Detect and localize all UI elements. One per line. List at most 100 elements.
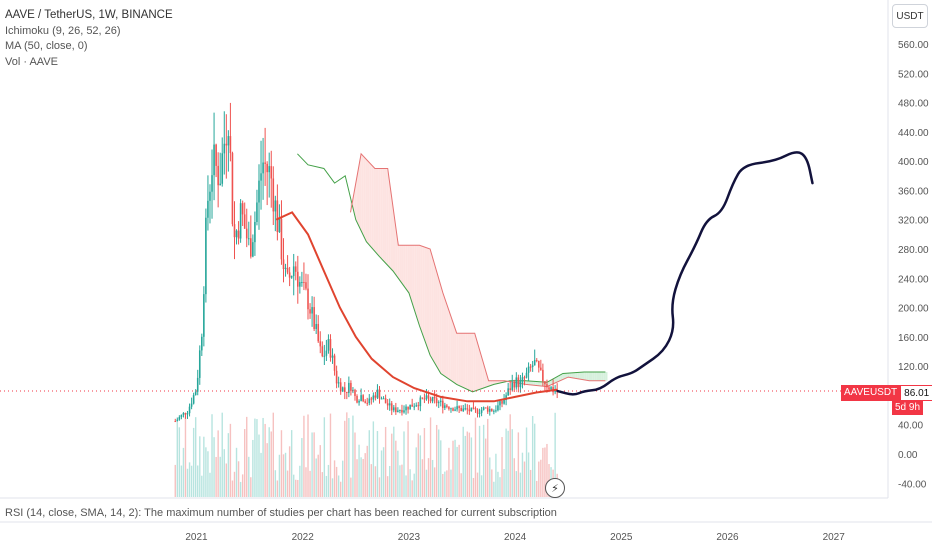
cloud-segment [603,372,606,381]
candle-body [231,153,234,225]
volume-bar [517,432,520,497]
volume-bar [427,458,430,497]
volume-bar [182,447,185,497]
volume-bar [356,459,358,497]
candle-body [327,339,330,351]
candle-body [478,412,481,414]
cloud-segment [375,168,379,256]
volume-bar [339,481,342,497]
x-tick-label: 2023 [398,532,421,543]
candle-body [358,400,360,403]
candle-body [213,144,215,176]
volume-bar [480,475,483,497]
volume-bar [419,435,422,497]
volume-bar [315,458,317,497]
volume-bar [237,461,240,497]
candle-body [403,410,405,413]
volume-bar [376,431,379,497]
volume-legend[interactable]: Vol · AAVE [5,55,58,68]
candle-body [399,409,401,411]
candle-body [472,407,475,409]
x-tick-label: 2026 [716,532,739,543]
candle-body [346,391,348,393]
chart-legend: AAVE / TetherUS, 1W, BINANCE Ichimoku (9… [5,8,173,70]
cloud-segment [558,374,561,382]
volume-bar [415,447,417,497]
candle-body [178,417,181,420]
symbol-title[interactable]: AAVE / TetherUS, 1W, BINANCE [5,9,173,21]
volume-bar [523,461,526,497]
cloud-segment [388,176,391,269]
volume-bar [515,471,518,497]
candle-body [335,370,338,384]
bar-countdown: 5d 9h [892,400,924,415]
cloud-segment [369,162,372,248]
volume-bar [264,423,266,497]
cloud-segment [439,281,442,375]
volume-bar [297,479,299,497]
cloud-segment [528,381,532,385]
last-price-tag: AAVEUSDT 86.01 [841,385,932,401]
candle-body [480,409,483,413]
candle-body [333,355,336,371]
forecast-drawing[interactable] [556,151,814,396]
candle-body [315,323,317,330]
candle-body [491,408,493,412]
candle-body [370,398,373,400]
volume-bar [327,464,330,497]
candle-body [464,408,467,410]
candle-body [466,408,469,410]
volume-bar [258,434,260,497]
cloud-segment [562,373,566,380]
cloud-segment [586,372,589,381]
candle-body [366,402,369,404]
candle-body [384,398,387,404]
volume-bar [303,415,305,497]
cloud-segment [390,191,393,271]
cloud-segment [429,248,432,357]
candle-body [331,355,334,358]
volume-bar [256,419,258,497]
cloud-segment [463,333,466,389]
volume-bar [209,472,211,497]
cloud-segment [484,366,487,388]
volume-bar [352,415,354,497]
volume-bar [317,454,319,497]
lightning-icon[interactable]: ⚡ [545,478,565,498]
candle-body [548,387,550,390]
currency-button[interactable]: USDT [892,4,928,28]
candle-body [219,183,221,186]
candle-body [180,414,183,418]
candle-body [476,409,479,414]
volume-bar [456,446,458,497]
volume-bar [227,433,230,497]
ma-legend[interactable]: MA (50, close, 0) [5,40,88,52]
candle-body [493,410,495,412]
candle-body [190,403,193,407]
volume-bar [295,479,297,497]
candle-body [192,395,195,404]
candle-body [411,404,413,407]
candle-body [521,377,524,382]
cloud-segment [565,373,568,379]
volume-bar [448,447,450,497]
candle-body [284,267,287,270]
candle-body [513,382,516,388]
candle-body [317,323,320,342]
cloud-segment [569,372,572,378]
volume-bar [389,465,391,497]
cloud-segment [533,381,536,386]
volume-bar [421,459,424,497]
volume-bar [192,427,195,497]
cloud-segment [399,245,402,283]
candle-body [286,267,289,273]
candle-body [509,388,511,390]
volume-bar [219,456,221,497]
cloud-segment [554,376,557,384]
ichimoku-legend[interactable]: Ichimoku (9, 26, 52, 26) [5,24,121,37]
cloud-segment [443,296,447,378]
candle-body [484,407,487,409]
candle-body [486,407,489,412]
volume-bar [184,414,187,497]
